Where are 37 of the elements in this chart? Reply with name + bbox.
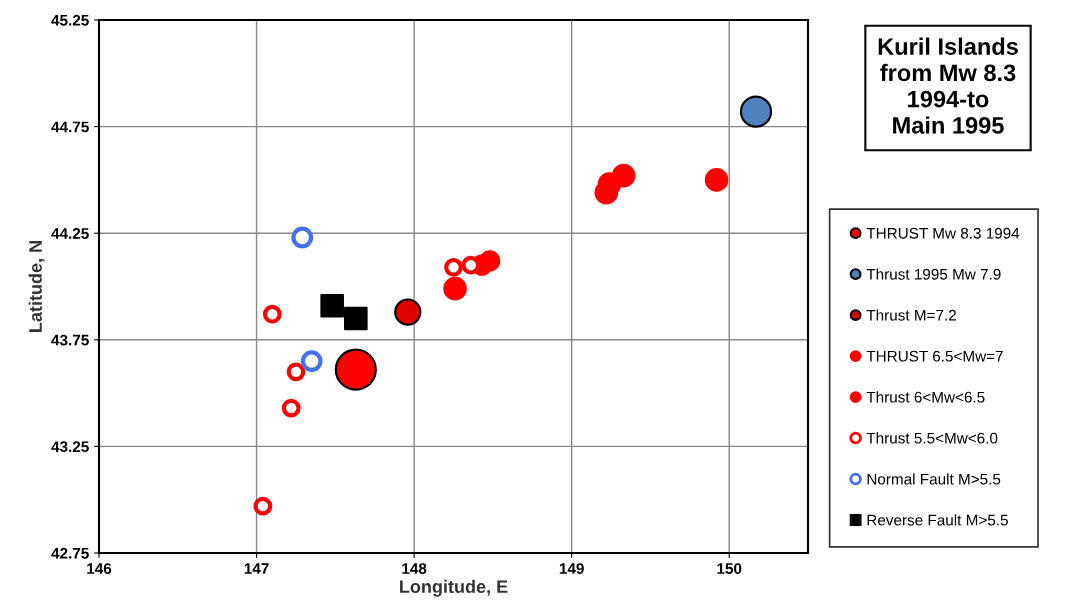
y-axis-title: Latitude, N bbox=[28, 241, 45, 332]
point bbox=[320, 293, 344, 318]
point bbox=[334, 348, 377, 391]
y-tick-label: 44.25 bbox=[51, 228, 89, 239]
y-tick-label: 45.25 bbox=[51, 14, 89, 26]
point bbox=[253, 496, 273, 516]
legend-label: THRUST 6.5<Mw=7 bbox=[866, 350, 1003, 362]
y-tick-label: 42.75 bbox=[51, 547, 89, 559]
legend-label: Reverse Fault M>5.5 bbox=[867, 514, 1008, 526]
legend-label: Thrust M=7.2 bbox=[866, 309, 956, 321]
legend-label: Thrust 1995 Mw 7.9 bbox=[866, 268, 1001, 280]
x-tick-label: 150 bbox=[717, 563, 742, 574]
legend-label: Thrust 5.5<Mw<6.0 bbox=[866, 432, 998, 444]
point bbox=[704, 168, 729, 192]
x-tick-label: 147 bbox=[244, 563, 269, 574]
x-tick-label: 149 bbox=[559, 563, 584, 574]
point bbox=[394, 298, 422, 326]
text: Kuril Islands from Mw 8.3 1994-to Main 1995 bbox=[878, 37, 1018, 134]
point bbox=[300, 350, 323, 372]
legend-label: Thrust 6<Mw<6.5 bbox=[866, 391, 985, 403]
point bbox=[443, 276, 467, 301]
y-tick-label: 43.75 bbox=[51, 334, 89, 346]
y-tick-label: 43.25 bbox=[51, 441, 89, 453]
point bbox=[286, 362, 306, 382]
point bbox=[281, 398, 301, 418]
point bbox=[597, 172, 622, 196]
legend-label: Normal Fault M>5.5 bbox=[867, 473, 1001, 485]
x-axis-title: Longitude, E bbox=[400, 579, 508, 597]
point bbox=[291, 226, 314, 249]
x-tick-label: 148 bbox=[402, 563, 427, 574]
point bbox=[444, 257, 463, 277]
point bbox=[739, 95, 773, 128]
legend-label: THRUST Mw 8.3 1994 bbox=[866, 227, 1020, 239]
x-tick-label: 146 bbox=[87, 563, 112, 574]
y-tick-label: 44.75 bbox=[51, 121, 89, 133]
point bbox=[344, 306, 368, 331]
point bbox=[262, 304, 282, 324]
